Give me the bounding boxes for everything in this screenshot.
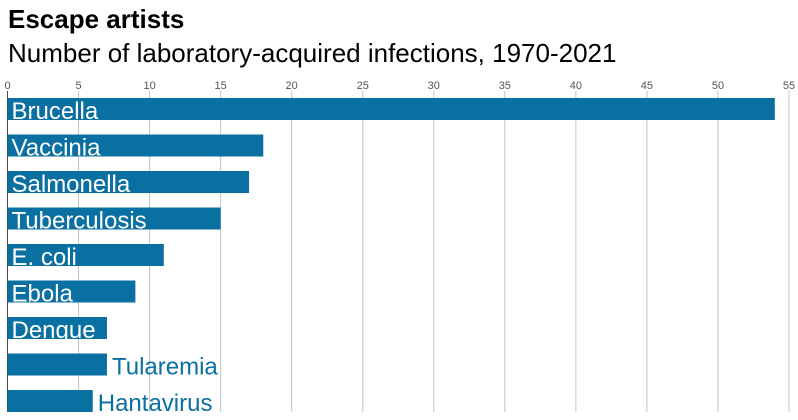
x-tick-label: 0 [4,80,10,92]
bar [7,317,107,339]
x-tick-label: 45 [641,80,653,92]
bar-label: Brucella [12,98,99,125]
x-tick-label: 5 [75,80,81,92]
chart-title: Escape artists [8,4,185,34]
bar-label: Ebola [12,281,74,308]
bar [7,207,221,230]
x-tick-label: 20 [286,80,298,92]
x-tick-label: 50 [712,80,724,92]
bar-label: Salmonella [12,171,131,198]
bar [7,98,775,120]
bar-labels: Brucella Vaccinia Salmonella Tuberculosis E.… [12,98,219,417]
x-tick-label: 30 [428,80,440,92]
bar-label: Dengue [12,317,96,344]
gridlines [7,91,790,412]
x-tick-label: 10 [143,80,155,92]
bar-label: Tularemia [112,354,218,381]
bar [7,244,164,266]
bar [7,171,250,193]
bar [7,280,136,303]
x-tick-label: 55 [783,80,795,92]
x-tick-label: 40 [570,80,582,92]
x-tick-label: 15 [215,80,227,92]
bar [7,134,264,157]
bar-label: E. coli [12,244,77,271]
x-axis-ticks: 0 5 10 15 20 25 30 35 40 45 50 55 [4,80,795,92]
x-tick-label: 35 [499,80,511,92]
bars [7,98,775,412]
bar-label: Tuberculosis [12,208,147,235]
chart-subtitle: Number of laboratory-acquired infections… [8,38,617,68]
bar-label: Hantavirus [98,390,213,417]
x-tick-label: 25 [357,80,369,92]
bar [7,390,93,412]
bar [7,353,107,376]
bar-label: Vaccinia [12,135,102,162]
